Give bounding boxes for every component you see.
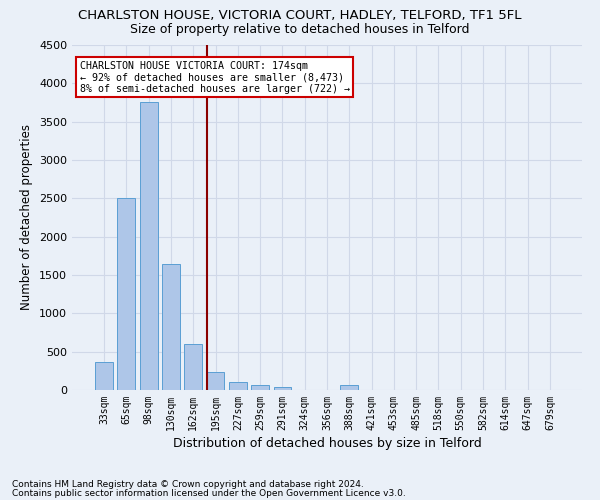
Bar bbox=[251, 386, 269, 390]
Bar bbox=[118, 198, 136, 390]
Text: CHARLSTON HOUSE VICTORIA COURT: 174sqm
← 92% of detached houses are smaller (8,4: CHARLSTON HOUSE VICTORIA COURT: 174sqm ←… bbox=[80, 60, 350, 94]
Y-axis label: Number of detached properties: Number of detached properties bbox=[20, 124, 34, 310]
X-axis label: Distribution of detached houses by size in Telford: Distribution of detached houses by size … bbox=[173, 437, 481, 450]
Text: Contains public sector information licensed under the Open Government Licence v3: Contains public sector information licen… bbox=[12, 488, 406, 498]
Bar bbox=[229, 382, 247, 390]
Text: Contains HM Land Registry data © Crown copyright and database right 2024.: Contains HM Land Registry data © Crown c… bbox=[12, 480, 364, 489]
Bar bbox=[162, 264, 180, 390]
Bar bbox=[274, 388, 292, 390]
Bar bbox=[95, 362, 113, 390]
Text: CHARLSTON HOUSE, VICTORIA COURT, HADLEY, TELFORD, TF1 5FL: CHARLSTON HOUSE, VICTORIA COURT, HADLEY,… bbox=[78, 9, 522, 22]
Bar bbox=[184, 344, 202, 390]
Bar bbox=[340, 386, 358, 390]
Bar bbox=[206, 372, 224, 390]
Text: Size of property relative to detached houses in Telford: Size of property relative to detached ho… bbox=[130, 22, 470, 36]
Bar bbox=[140, 102, 158, 390]
